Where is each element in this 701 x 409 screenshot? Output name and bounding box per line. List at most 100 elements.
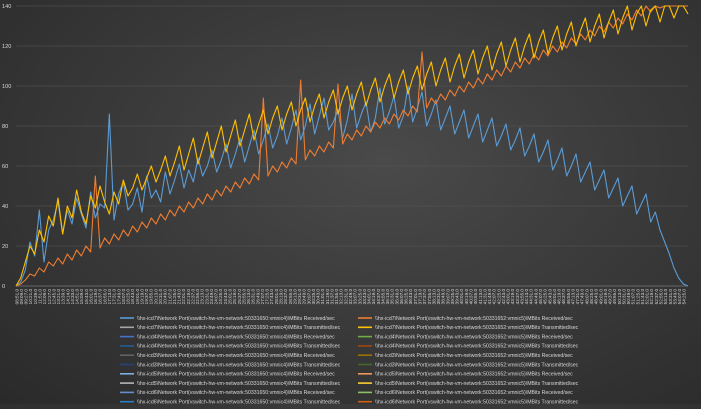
legend-label: \\hx-icd4\Network Port(vswitch-hw-vm-net… bbox=[375, 334, 573, 340]
x-tick-label: 16:19.0 bbox=[93, 289, 98, 305]
x-tick-label: 17:31.0 bbox=[112, 289, 117, 305]
legend-label: \\hx-icd5\Network Port(vswitch-hw-vm-net… bbox=[137, 381, 341, 387]
x-tick-label: 48:07.0 bbox=[584, 289, 589, 305]
x-tick-label: 50:49.0 bbox=[626, 289, 631, 305]
legend-label: \\hx-icd4\Network Port(vswitch-hw-vm-net… bbox=[137, 334, 335, 340]
x-tick-label: 09:27.0 bbox=[24, 289, 29, 305]
x-tick-label: 39:43.0 bbox=[455, 289, 460, 305]
x-tick-label: 20:31.0 bbox=[158, 289, 163, 305]
x-tick-label: 19:01.0 bbox=[135, 289, 140, 305]
x-tick-label: 18:07.0 bbox=[121, 289, 126, 305]
legend-label: \\hx-icd3\Network Port(vswitch-hw-vm-net… bbox=[137, 353, 335, 359]
x-tick-label: 54:25.0 bbox=[682, 289, 687, 305]
legend-label: \\hx-icd6\Network Port(vswitch-hw-vm-net… bbox=[137, 390, 335, 396]
x-tick-label: 20:13.0 bbox=[153, 289, 158, 305]
legend-label: \\hx-icd7\Network Port(vswitch-hw-vm-net… bbox=[375, 316, 573, 322]
legend-label: \\hx-icd7\Network Port(vswitch-hw-vm-net… bbox=[137, 325, 341, 331]
x-tick-label: 45:43.0 bbox=[547, 289, 552, 305]
x-tick-label: 48:25.0 bbox=[589, 289, 594, 305]
y-tick-label: 20 bbox=[2, 244, 8, 250]
x-tick-label: 45:25.0 bbox=[543, 289, 548, 305]
x-tick-label: 20:49.0 bbox=[163, 289, 168, 305]
x-tick-label: 10:21.0 bbox=[28, 289, 33, 305]
x-tick-label: 24:43.0 bbox=[223, 289, 228, 305]
x-tick-label: 43:01.0 bbox=[506, 289, 511, 305]
x-tick-label: 35:31.0 bbox=[390, 289, 395, 305]
x-tick-label: 27:25.0 bbox=[265, 289, 270, 305]
x-tick-label: 52:37.0 bbox=[654, 289, 659, 305]
series-lines bbox=[15, 5, 689, 287]
x-tick-label: 54:07.0 bbox=[677, 289, 682, 305]
x-tick-label: 15:43.0 bbox=[84, 289, 89, 305]
x-tick-label: 49:37.0 bbox=[608, 289, 613, 305]
x-tick-label: 46:37.0 bbox=[561, 289, 566, 305]
legend-label: \\hx-icd6\Network Port(vswitch-hw-vm-net… bbox=[137, 400, 341, 405]
legend-label: \\hx-icd3\Network Port(vswitch-hw-vm-net… bbox=[375, 353, 573, 359]
x-tick-label: 38:13.0 bbox=[431, 289, 436, 305]
x-tick-label: 22:55.0 bbox=[195, 289, 200, 305]
x-tick-label: 28:19.0 bbox=[278, 289, 283, 305]
x-tick-label: 40:37.0 bbox=[468, 289, 473, 305]
x-tick-label: 32:31.0 bbox=[343, 289, 348, 305]
x-tick-label: 37:19.0 bbox=[418, 289, 423, 305]
x-tick-label: 52:19.0 bbox=[649, 289, 654, 305]
x-tick-label: 53:49.0 bbox=[672, 289, 677, 305]
x-tick-label: 34:55.0 bbox=[380, 289, 385, 305]
x-tick-label: 41:31.0 bbox=[482, 289, 487, 305]
x-tick-label: 37:01.0 bbox=[413, 289, 418, 305]
x-tick-label: 14:33.0 bbox=[70, 289, 75, 305]
x-tick-label: 25:01.0 bbox=[228, 289, 233, 305]
x-tick-label: 32:13.0 bbox=[339, 289, 344, 305]
x-tick-label: 46:55.0 bbox=[566, 289, 571, 305]
x-tick-label: 36:25.0 bbox=[404, 289, 409, 305]
y-tick-label: 120 bbox=[2, 44, 11, 50]
gridlines bbox=[16, 5, 688, 287]
x-tick-label: 27:43.0 bbox=[269, 289, 274, 305]
x-tick-label: 22:37.0 bbox=[190, 289, 195, 305]
x-tick-label: 24:07.0 bbox=[214, 289, 219, 305]
x-tick-label: 31:19.0 bbox=[325, 289, 330, 305]
x-axis: 08:51.0 09:09.0 09:27.0 10:21.0 10:39.0 11:51… bbox=[14, 285, 688, 305]
x-tick-label: 31:01.0 bbox=[320, 289, 325, 305]
x-tick-label: 17:13.0 bbox=[107, 289, 112, 305]
x-tick-label: 26:31.0 bbox=[251, 289, 256, 305]
x-tick-label: 50:31.0 bbox=[621, 289, 626, 305]
x-tick-label: 49:01.0 bbox=[598, 289, 603, 305]
x-tick-label: 12:09.0 bbox=[42, 289, 47, 305]
x-tick-label: 47:49.0 bbox=[580, 289, 585, 305]
y-tick-label: 0 bbox=[2, 284, 5, 290]
x-tick-label: 11:51.0 bbox=[37, 289, 42, 304]
x-tick-label: 34:01.0 bbox=[367, 289, 372, 305]
x-tick-label: 47:31.0 bbox=[575, 289, 580, 305]
x-tick-label: 14:14.0 bbox=[65, 289, 70, 305]
series-line bbox=[15, 85, 689, 287]
x-tick-label: 21:43.0 bbox=[177, 289, 182, 305]
x-tick-label: 42:25.0 bbox=[496, 289, 501, 305]
x-tick-label: 33:25.0 bbox=[357, 289, 362, 305]
x-tick-label: 39:25.0 bbox=[450, 289, 455, 305]
x-tick-label: 44:49.0 bbox=[533, 289, 538, 305]
x-tick-label: 42:07.0 bbox=[492, 289, 497, 305]
x-tick-label: 34:37.0 bbox=[376, 289, 381, 305]
x-tick-label: 36:43.0 bbox=[408, 289, 413, 305]
x-tick-label: 51:25.0 bbox=[635, 289, 640, 305]
legend-label: \\hx-icd3\Network Port(vswitch-hw-vm-net… bbox=[375, 362, 579, 368]
x-tick-label: 35:49.0 bbox=[394, 289, 399, 305]
x-tick-label: 52:01.0 bbox=[645, 289, 650, 305]
x-tick-label: 38:49.0 bbox=[441, 289, 446, 305]
legend-label: \\hx-icd4\Network Port(vswitch-hw-vm-net… bbox=[375, 344, 579, 350]
legend-label: \\hx-icd5\Network Port(vswitch-hw-vm-net… bbox=[375, 381, 579, 387]
x-tick-label: 24:25.0 bbox=[218, 289, 223, 305]
x-tick-label: 42:43.0 bbox=[501, 289, 506, 305]
legend-label: \\hx-icd5\Network Port(vswitch-hw-vm-net… bbox=[137, 372, 335, 378]
x-tick-label: 50:13.0 bbox=[617, 289, 622, 305]
x-tick-label: 43:19.0 bbox=[510, 289, 515, 305]
x-tick-label: 12:45.0 bbox=[51, 289, 56, 305]
legend-label: \\hx-icd6\Network Port(vswitch-hw-vm-net… bbox=[375, 390, 573, 396]
x-tick-label: 31:37.0 bbox=[329, 289, 334, 305]
x-tick-label: 37:55.0 bbox=[427, 289, 432, 305]
y-tick-label: 140 bbox=[2, 4, 11, 10]
x-tick-label: 40:19.0 bbox=[464, 289, 469, 305]
